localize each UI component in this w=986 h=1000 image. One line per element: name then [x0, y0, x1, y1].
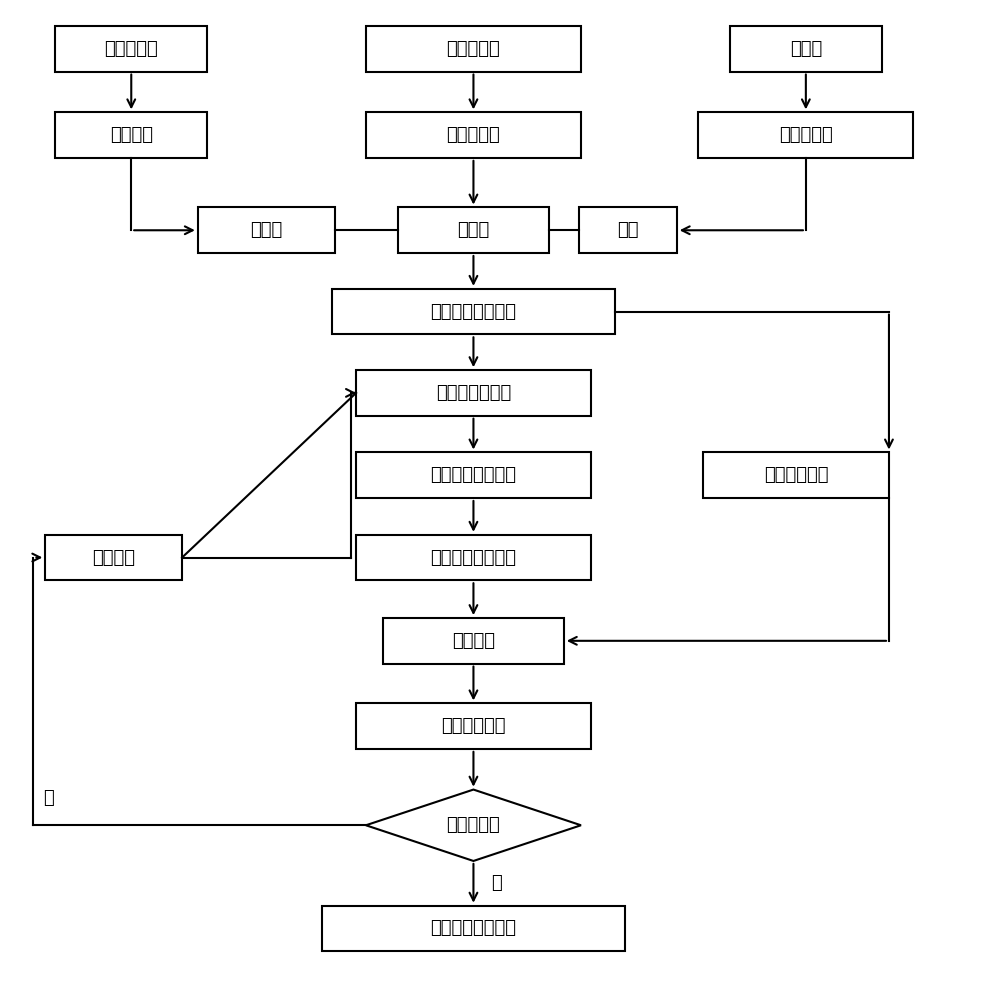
Text: 运移路径: 运移路径 [452, 632, 495, 650]
FancyBboxPatch shape [730, 26, 881, 72]
Text: 精细地震资料解释: 精细地震资料解释 [431, 303, 517, 321]
FancyBboxPatch shape [55, 26, 207, 72]
FancyBboxPatch shape [356, 535, 591, 580]
Text: 油气优势运移路径: 油气优势运移路径 [431, 919, 517, 937]
FancyBboxPatch shape [55, 112, 207, 158]
Text: 输导层: 输导层 [458, 221, 490, 239]
Text: 沉积相分析: 沉积相分析 [779, 126, 833, 144]
Text: 烃源岩: 烃源岩 [250, 221, 282, 239]
FancyBboxPatch shape [366, 26, 581, 72]
Text: 地震相分析: 地震相分析 [447, 126, 500, 144]
Text: 属性优选: 属性优选 [92, 549, 135, 567]
Text: 输导层的物性分布: 输导层的物性分布 [431, 549, 517, 567]
Text: 地震地层学: 地震地层学 [447, 40, 500, 58]
FancyBboxPatch shape [321, 906, 625, 951]
FancyBboxPatch shape [45, 535, 182, 580]
FancyBboxPatch shape [366, 112, 581, 158]
Text: 沉积学: 沉积学 [790, 40, 822, 58]
FancyBboxPatch shape [356, 370, 591, 416]
FancyBboxPatch shape [383, 618, 564, 664]
FancyBboxPatch shape [331, 289, 615, 334]
Text: 层序地层学: 层序地层学 [105, 40, 158, 58]
FancyBboxPatch shape [698, 112, 913, 158]
Text: 层序划分: 层序划分 [109, 126, 153, 144]
Text: 满足条件否: 满足条件否 [447, 816, 500, 834]
FancyBboxPatch shape [198, 207, 334, 253]
FancyBboxPatch shape [579, 207, 676, 253]
Polygon shape [366, 790, 581, 861]
FancyBboxPatch shape [397, 207, 549, 253]
FancyBboxPatch shape [356, 703, 591, 749]
Text: 否: 否 [43, 789, 54, 807]
Text: 圈闭: 圈闭 [617, 221, 639, 239]
Text: 地球化学示踪: 地球化学示踪 [441, 717, 506, 735]
Text: 是: 是 [491, 874, 502, 892]
Text: 地震多属性提取: 地震多属性提取 [436, 384, 511, 402]
Text: 地球物理表征: 地球物理表征 [764, 466, 828, 484]
FancyBboxPatch shape [356, 452, 591, 498]
Text: 输导层的空间形态: 输导层的空间形态 [431, 466, 517, 484]
FancyBboxPatch shape [703, 452, 889, 498]
